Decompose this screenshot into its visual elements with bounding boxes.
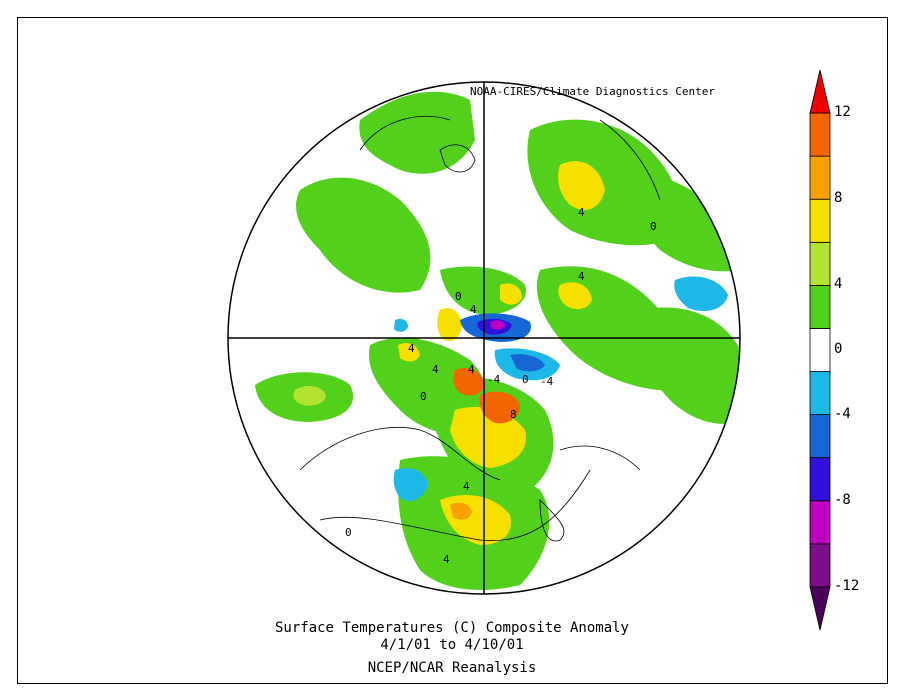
colorbar-tick-label: -4: [834, 405, 851, 422]
anomaly-region-asia-east: [639, 307, 740, 424]
colorbar-tick-label: 12: [834, 104, 851, 121]
anomaly-region-canada-north: [296, 177, 431, 293]
anomaly-core-alaska-hot: [453, 368, 485, 396]
anomaly-core-west: [437, 308, 462, 342]
contour-label: 0: [455, 290, 462, 303]
anomaly-core-east: [500, 283, 522, 305]
anomaly-core-usa-orange: [450, 502, 472, 520]
colorbar-bin: [809, 328, 831, 372]
colorbar-tick-label: 4: [834, 276, 843, 293]
anomaly-core-pacific: [293, 385, 326, 406]
colorbar-bin: [809, 241, 831, 286]
anomaly-core-europe: [558, 282, 592, 310]
contour-label: 0: [522, 373, 529, 386]
contour-label: 0: [650, 220, 657, 233]
contour-label: 0: [420, 390, 427, 403]
anomaly-cold-asia: [674, 276, 728, 312]
anomaly-cold-magenta: [490, 320, 505, 330]
contour-label: 4: [432, 363, 439, 376]
colorbar-tick-label: 8: [834, 190, 843, 207]
colorbar-bin: [809, 457, 831, 502]
contour-label: -4: [540, 375, 554, 388]
colorbar-bin: [809, 500, 831, 545]
contour-label: 4: [463, 480, 470, 493]
colorbar-bin: [809, 414, 831, 459]
colorbar-bin: [809, 69, 831, 114]
colorbar-bin: [809, 112, 831, 157]
data-source: NCEP/NCAR Reanalysis: [367, 660, 537, 676]
map-boundary-circle: [227, 81, 741, 595]
contour-label: 4: [443, 553, 450, 566]
credit-text: NOAA-CIRES/Climate Diagnostics Center: [470, 85, 716, 98]
contour-label: 4: [470, 303, 477, 316]
colorbar-tick-label: 0: [834, 341, 843, 357]
anomaly-core-scandinavia: [558, 161, 605, 210]
contour-label: 4: [468, 363, 475, 376]
contour-lines: [299, 115, 661, 542]
colorbar-bin: [809, 371, 831, 416]
colorbar-bin: [809, 543, 831, 588]
colorbar-tick-label: -12: [834, 577, 860, 594]
anomaly-cold-siberia-core: [510, 354, 545, 372]
colorbar: [809, 69, 831, 631]
contour-label: 4: [578, 206, 585, 219]
colorbar-bin: [809, 198, 831, 243]
plot-frame: [17, 17, 888, 684]
contour-label: 8: [510, 408, 517, 421]
anomaly-region-siberia: [620, 170, 740, 272]
date-range: 4/1/01 to 4/10/01: [380, 637, 524, 653]
contour-label: 4: [578, 270, 585, 283]
contour-label: 0: [345, 526, 352, 539]
contour-label: 4: [408, 342, 415, 355]
map-title: Surface Temperatures (C) Composite Anoma…: [274, 620, 629, 636]
colorbar-bin: [809, 284, 831, 329]
anomaly-core-canada-hot: [479, 391, 520, 424]
anomaly-core-west2: [398, 343, 420, 362]
colorbar-bin: [809, 155, 831, 200]
contour-label: -4: [487, 373, 501, 386]
colorbar-tick-label: -8: [834, 491, 851, 508]
anomaly-cold-west: [393, 468, 428, 502]
anomaly-field: [255, 91, 740, 590]
anomaly-region-greenland: [359, 91, 475, 174]
anomaly-cold-small: [394, 318, 408, 332]
